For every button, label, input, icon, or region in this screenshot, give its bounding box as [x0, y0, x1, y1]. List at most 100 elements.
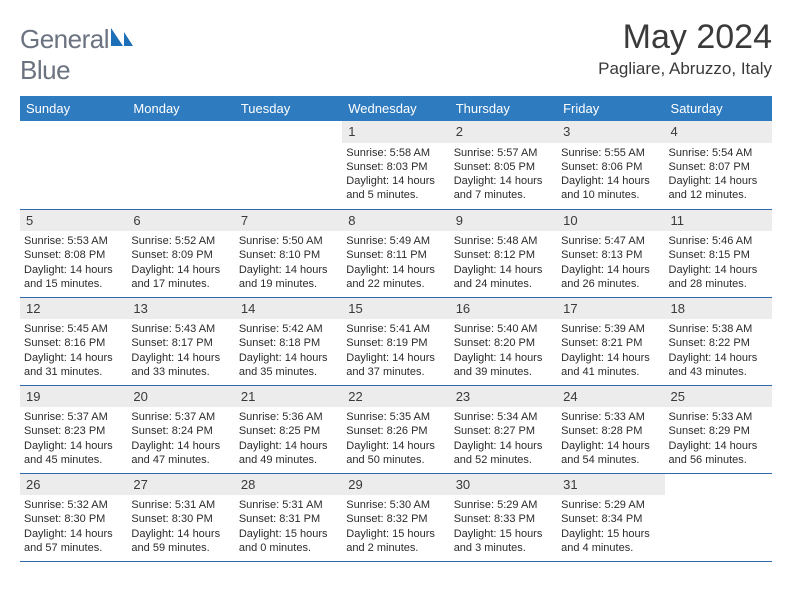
day-detail-line: Daylight: 14 hours: [454, 263, 553, 277]
day-number: 27: [127, 474, 234, 496]
calendar-day-cell: 28Sunrise: 5:31 AMSunset: 8:31 PMDayligh…: [235, 473, 342, 561]
calendar-day-cell: 15Sunrise: 5:41 AMSunset: 8:19 PMDayligh…: [342, 297, 449, 385]
day-detail-line: Sunset: 8:09 PM: [131, 248, 230, 262]
day-detail-line: Daylight: 14 hours: [561, 439, 660, 453]
day-number: 28: [235, 474, 342, 496]
day-details: Sunrise: 5:57 AMSunset: 8:05 PMDaylight:…: [450, 143, 557, 205]
day-detail-line: Daylight: 14 hours: [239, 351, 338, 365]
calendar-day-cell: 31Sunrise: 5:29 AMSunset: 8:34 PMDayligh…: [557, 473, 664, 561]
calendar-day-cell: 1Sunrise: 5:58 AMSunset: 8:03 PMDaylight…: [342, 121, 449, 209]
day-number: 17: [557, 298, 664, 320]
day-details: Sunrise: 5:43 AMSunset: 8:17 PMDaylight:…: [127, 319, 234, 381]
day-detail-line: Daylight: 14 hours: [131, 351, 230, 365]
day-detail-line: and 43 minutes.: [669, 365, 768, 379]
day-details: Sunrise: 5:49 AMSunset: 8:11 PMDaylight:…: [342, 231, 449, 293]
day-number: 11: [665, 210, 772, 232]
calendar-day-cell: 21Sunrise: 5:36 AMSunset: 8:25 PMDayligh…: [235, 385, 342, 473]
day-detail-line: Sunset: 8:24 PM: [131, 424, 230, 438]
brand-logo: GeneralBlue: [20, 18, 137, 86]
sail-icon: [109, 24, 137, 55]
day-detail-line: and 35 minutes.: [239, 365, 338, 379]
day-details: Sunrise: 5:40 AMSunset: 8:20 PMDaylight:…: [450, 319, 557, 381]
day-detail-line: Sunset: 8:06 PM: [561, 160, 660, 174]
weekday-header: Friday: [557, 96, 664, 121]
day-detail-line: Sunrise: 5:35 AM: [346, 410, 445, 424]
calendar-day-cell: [665, 473, 772, 561]
day-detail-line: Sunrise: 5:33 AM: [669, 410, 768, 424]
day-detail-line: Sunrise: 5:45 AM: [24, 322, 123, 336]
day-detail-line: Sunrise: 5:52 AM: [131, 234, 230, 248]
day-detail-line: Sunset: 8:30 PM: [131, 512, 230, 526]
day-number: 3: [557, 121, 664, 143]
calendar-day-cell: 30Sunrise: 5:29 AMSunset: 8:33 PMDayligh…: [450, 473, 557, 561]
day-detail-line: Sunset: 8:27 PM: [454, 424, 553, 438]
day-number: 26: [20, 474, 127, 496]
day-detail-line: Sunrise: 5:33 AM: [561, 410, 660, 424]
calendar-day-cell: 10Sunrise: 5:47 AMSunset: 8:13 PMDayligh…: [557, 209, 664, 297]
day-detail-line: Daylight: 14 hours: [346, 439, 445, 453]
day-detail-line: and 19 minutes.: [239, 277, 338, 291]
day-details: Sunrise: 5:52 AMSunset: 8:09 PMDaylight:…: [127, 231, 234, 293]
day-details: Sunrise: 5:58 AMSunset: 8:03 PMDaylight:…: [342, 143, 449, 205]
calendar-day-cell: 8Sunrise: 5:49 AMSunset: 8:11 PMDaylight…: [342, 209, 449, 297]
day-details: [20, 143, 127, 148]
day-number: 8: [342, 210, 449, 232]
day-details: Sunrise: 5:32 AMSunset: 8:30 PMDaylight:…: [20, 495, 127, 557]
day-details: Sunrise: 5:50 AMSunset: 8:10 PMDaylight:…: [235, 231, 342, 293]
day-details: Sunrise: 5:36 AMSunset: 8:25 PMDaylight:…: [235, 407, 342, 469]
day-detail-line: and 59 minutes.: [131, 541, 230, 555]
day-detail-line: Daylight: 14 hours: [24, 439, 123, 453]
day-detail-line: Sunrise: 5:55 AM: [561, 146, 660, 160]
day-details: Sunrise: 5:47 AMSunset: 8:13 PMDaylight:…: [557, 231, 664, 293]
day-number: 30: [450, 474, 557, 496]
day-detail-line: and 17 minutes.: [131, 277, 230, 291]
day-number: 20: [127, 386, 234, 408]
day-detail-line: Sunset: 8:10 PM: [239, 248, 338, 262]
day-details: Sunrise: 5:48 AMSunset: 8:12 PMDaylight:…: [450, 231, 557, 293]
calendar-day-cell: 12Sunrise: 5:45 AMSunset: 8:16 PMDayligh…: [20, 297, 127, 385]
day-number: 31: [557, 474, 664, 496]
day-details: Sunrise: 5:33 AMSunset: 8:29 PMDaylight:…: [665, 407, 772, 469]
day-detail-line: and 15 minutes.: [24, 277, 123, 291]
header-row: GeneralBlue May 2024 Pagliare, Abruzzo, …: [20, 18, 772, 86]
day-detail-line: Sunset: 8:13 PM: [561, 248, 660, 262]
calendar-header: SundayMondayTuesdayWednesdayThursdayFrid…: [20, 96, 772, 121]
day-number: 4: [665, 121, 772, 143]
day-detail-line: and 26 minutes.: [561, 277, 660, 291]
day-number: 2: [450, 121, 557, 143]
day-detail-line: Sunset: 8:19 PM: [346, 336, 445, 350]
day-detail-line: Daylight: 15 hours: [239, 527, 338, 541]
day-detail-line: and 31 minutes.: [24, 365, 123, 379]
day-detail-line: and 10 minutes.: [561, 188, 660, 202]
day-detail-line: Daylight: 14 hours: [561, 263, 660, 277]
day-number: 25: [665, 386, 772, 408]
day-details: Sunrise: 5:33 AMSunset: 8:28 PMDaylight:…: [557, 407, 664, 469]
month-title: May 2024: [598, 18, 772, 57]
day-detail-line: and 49 minutes.: [239, 453, 338, 467]
calendar-week: 12Sunrise: 5:45 AMSunset: 8:16 PMDayligh…: [20, 297, 772, 385]
day-number: 22: [342, 386, 449, 408]
day-detail-line: Daylight: 14 hours: [454, 351, 553, 365]
day-detail-line: Sunset: 8:23 PM: [24, 424, 123, 438]
day-details: Sunrise: 5:38 AMSunset: 8:22 PMDaylight:…: [665, 319, 772, 381]
day-number: 1: [342, 121, 449, 143]
day-detail-line: and 37 minutes.: [346, 365, 445, 379]
day-detail-line: Sunset: 8:12 PM: [454, 248, 553, 262]
day-number: 24: [557, 386, 664, 408]
day-detail-line: and 54 minutes.: [561, 453, 660, 467]
day-detail-line: Sunrise: 5:54 AM: [669, 146, 768, 160]
day-detail-line: Sunrise: 5:34 AM: [454, 410, 553, 424]
day-detail-line: Sunset: 8:05 PM: [454, 160, 553, 174]
day-number: 18: [665, 298, 772, 320]
day-details: [127, 143, 234, 148]
day-detail-line: Sunset: 8:32 PM: [346, 512, 445, 526]
day-number: 23: [450, 386, 557, 408]
day-detail-line: Daylight: 14 hours: [454, 174, 553, 188]
weekday-header: Saturday: [665, 96, 772, 121]
day-number: [127, 121, 234, 143]
calendar-day-cell: 22Sunrise: 5:35 AMSunset: 8:26 PMDayligh…: [342, 385, 449, 473]
day-details: Sunrise: 5:53 AMSunset: 8:08 PMDaylight:…: [20, 231, 127, 293]
day-detail-line: and 33 minutes.: [131, 365, 230, 379]
day-detail-line: and 12 minutes.: [669, 188, 768, 202]
calendar-day-cell: 13Sunrise: 5:43 AMSunset: 8:17 PMDayligh…: [127, 297, 234, 385]
